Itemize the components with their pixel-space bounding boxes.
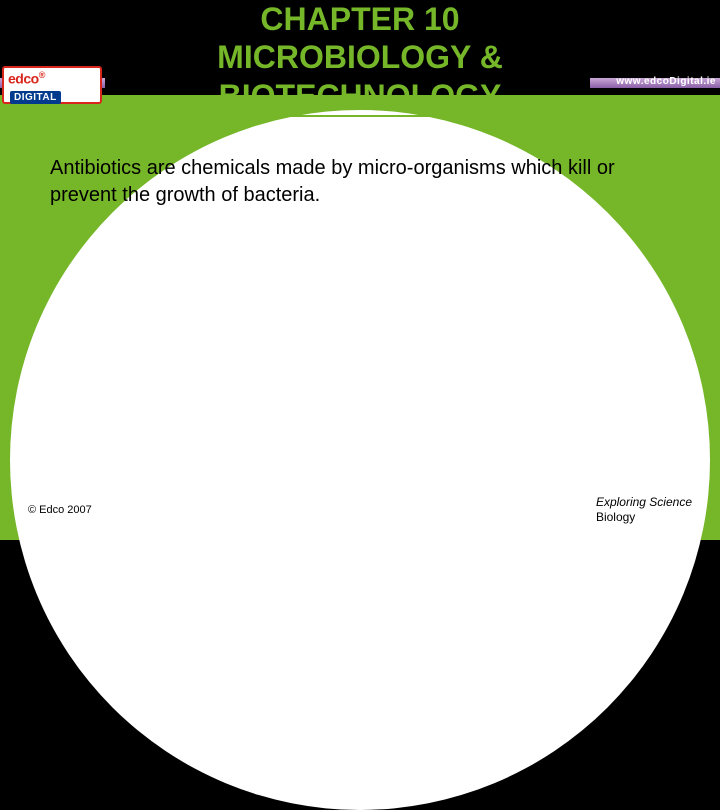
content-block: Antibiotics are chemicals made by micro-… [32,155,682,209]
bullet-item: Antibiotics are chemicals made by micro-… [32,155,682,209]
slide: CHAPTER 10 MICROBIOLOGY & BIOTECHNOLOGY … [0,0,720,540]
footer-copyright: © Edco 2007 [28,504,92,516]
title-line3: BIOTECHNOLOGY [0,77,720,117]
white-circle-bg [10,110,710,810]
footer-line1: Exploring Science [596,495,692,511]
chapter-title: CHAPTER 10 MICROBIOLOGY & BIOTECHNOLOGY [0,0,720,117]
footer-book-title: Exploring Science Biology [596,495,692,526]
bullet-list: Antibiotics are chemicals made by micro-… [32,155,682,209]
title-line2: MICROBIOLOGY & [0,38,720,76]
title-line1: CHAPTER 10 [0,0,720,38]
footer-line2: Biology [596,510,692,526]
